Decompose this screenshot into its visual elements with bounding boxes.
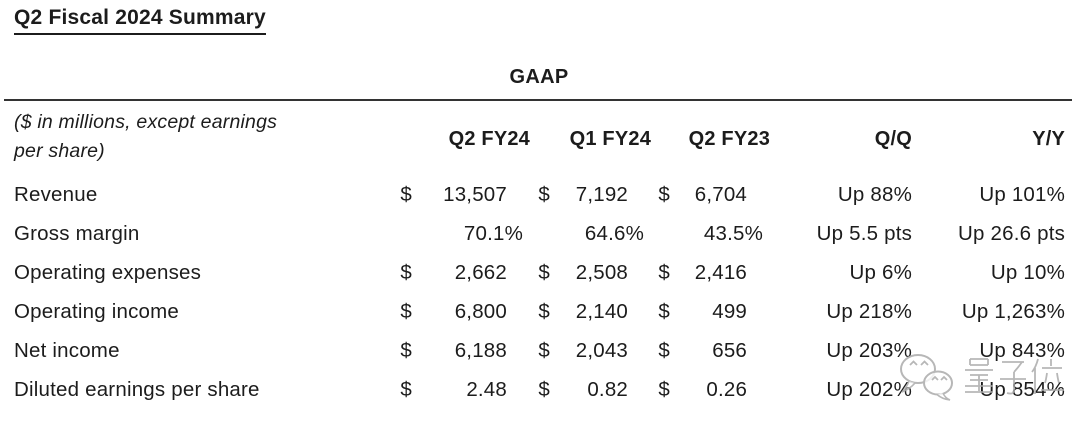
value-q2fy23: 2,416 [694,260,748,284]
value-q2fy24: 2.48 [466,377,508,401]
table-top-rule [4,99,1072,101]
value-qq: Up 5.5 pts [816,221,913,245]
currency-symbol: $ [658,182,671,206]
currency-symbol: $ [538,182,551,206]
table-row-revenue: Revenue $ 13,507 $ 7,192 $ 6,704 Up 88% … [0,175,1065,214]
currency-symbol [388,214,414,253]
value-q2fy24: 2,662 [454,260,508,284]
col-header-yy: Y/Y [1032,128,1066,150]
currency-symbol: $ [538,299,551,323]
table-row-operating-income: Operating income $ 6,800 $ 2,140 $ 499 U… [0,292,1065,331]
table-row-diluted-eps: Diluted earnings per share $ 2.48 $ 0.82… [0,370,1065,409]
table-row-gross-margin: Gross margin 70.1% 64.6% 43.5% Up 5.5 pt… [0,214,1065,253]
col-header-q2fy24: Q2 FY24 [448,128,531,150]
value-yy: Up 10% [990,260,1066,284]
gaap-group-header: GAAP [509,66,569,88]
currency-symbol: $ [400,182,412,206]
value-q1fy24: 64.6% [584,221,645,245]
col-header-q2fy23: Q2 FY23 [688,128,771,150]
value-qq: Up 218% [826,299,913,323]
table-row-operating-expenses: Operating expenses $ 2,662 $ 2,508 $ 2,4… [0,253,1065,292]
row-label: Diluted earnings per share [14,377,260,401]
value-q2fy23: 6,704 [694,182,748,206]
value-yy: Up 101% [979,182,1066,206]
currency-symbol: $ [538,377,551,401]
value-qq: Up 88% [837,182,913,206]
value-yy: Up 843% [979,338,1066,362]
financial-summary-table: ($ in millions, except earnings per shar… [0,101,1065,409]
value-qq: Up 203% [826,338,913,362]
value-q1fy24: 2,043 [575,338,629,362]
currency-symbol: $ [658,338,671,362]
currency-symbol: $ [400,260,412,284]
value-yy: Up 854% [979,377,1066,401]
value-q1fy24: 0.82 [587,377,629,401]
value-q2fy24: 13,507 [443,182,508,206]
row-label: Operating expenses [14,260,202,284]
row-label: Operating income [14,299,180,323]
currency-symbol: $ [658,377,671,401]
value-yy: Up 26.6 pts [958,221,1066,245]
currency-symbol: $ [400,377,412,401]
table-row-net-income: Net income $ 6,188 $ 2,043 $ 656 Up 203%… [0,331,1065,370]
page-title: Q2 Fiscal 2024 Summary [14,6,266,35]
value-qq: Up 6% [849,260,913,284]
value-q1fy24: 7,192 [575,182,629,206]
value-q2fy24: 70.1% [463,221,524,245]
value-q2fy24: 6,800 [454,299,508,323]
units-note-line2: per share) [14,140,105,162]
row-label: Net income [14,338,120,362]
value-q2fy23: 656 [712,338,748,362]
currency-symbol: $ [658,299,671,323]
value-qq: Up 202% [826,377,913,401]
value-q2fy23: 43.5% [703,221,764,245]
row-label: Revenue [14,182,98,206]
col-header-q1fy24: Q1 FY24 [569,128,652,150]
value-q2fy23: 499 [712,299,748,323]
value-yy: Up 1,263% [961,299,1066,323]
table-header-row: ($ in millions, except earnings per shar… [0,101,1065,175]
currency-symbol: $ [538,260,551,284]
units-note-line1: ($ in millions, except earnings [14,111,278,133]
currency-symbol: $ [400,299,412,323]
value-q1fy24: 2,140 [575,299,629,323]
value-q1fy24: 2,508 [575,260,629,284]
currency-symbol: $ [400,338,412,362]
value-q2fy24: 6,188 [454,338,508,362]
currency-symbol: $ [538,338,551,362]
units-note: ($ in millions, except earnings per shar… [0,101,388,175]
col-header-qq: Q/Q [874,128,913,150]
value-q2fy23: 0.26 [706,377,748,401]
row-label: Gross margin [14,221,140,245]
currency-symbol: $ [658,260,671,284]
